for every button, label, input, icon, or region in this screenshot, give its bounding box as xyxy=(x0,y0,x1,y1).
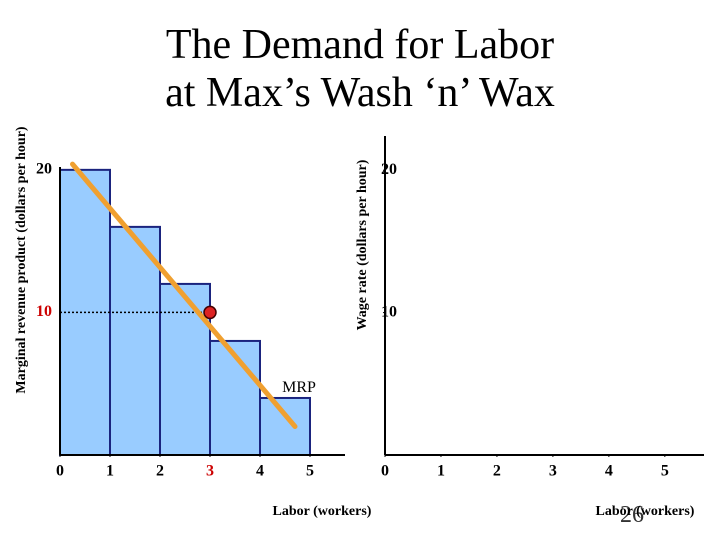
y-tick-label: 20 xyxy=(36,161,52,178)
highlight-point xyxy=(203,305,217,320)
bar xyxy=(109,225,161,456)
y-tick-label: 10 xyxy=(381,303,397,320)
x-tick-label: 2 xyxy=(156,463,164,480)
x-tick-label: 5 xyxy=(661,463,669,480)
x-tick-label: 3 xyxy=(206,463,214,480)
y-tick-label: 20 xyxy=(381,161,397,178)
slide-number: 26 xyxy=(620,502,644,528)
title-line-1: The Demand for Labor xyxy=(166,22,554,68)
y-axis-label: Marginal revenue product (dollars per ho… xyxy=(14,126,29,394)
x-axis-label: Labor (workers) xyxy=(596,504,695,519)
x-tick-label: 5 xyxy=(306,463,314,480)
x-tick-label: 4 xyxy=(256,463,264,480)
line-label: MRP xyxy=(282,379,316,396)
x-tick-label: 2 xyxy=(493,463,501,480)
title-line-2: at Max’s Wash ‘n’ Wax xyxy=(165,70,555,116)
x-tick-label: 3 xyxy=(549,463,557,480)
y-tick-label: 10 xyxy=(36,303,52,320)
y-axis-label: Wage rate (dollars per hour) xyxy=(355,159,370,330)
mrp-line xyxy=(70,161,298,429)
x-tick-label: 4 xyxy=(605,463,613,480)
x-tick-label: 1 xyxy=(437,463,445,480)
x-axis-label: Labor (workers) xyxy=(273,504,372,519)
x-tick-label: 1 xyxy=(106,463,114,480)
bar xyxy=(259,396,311,457)
bar xyxy=(209,339,261,456)
x-tick-label: 0 xyxy=(56,463,64,480)
x-tick-label: 0 xyxy=(381,463,389,480)
bar xyxy=(159,282,211,456)
